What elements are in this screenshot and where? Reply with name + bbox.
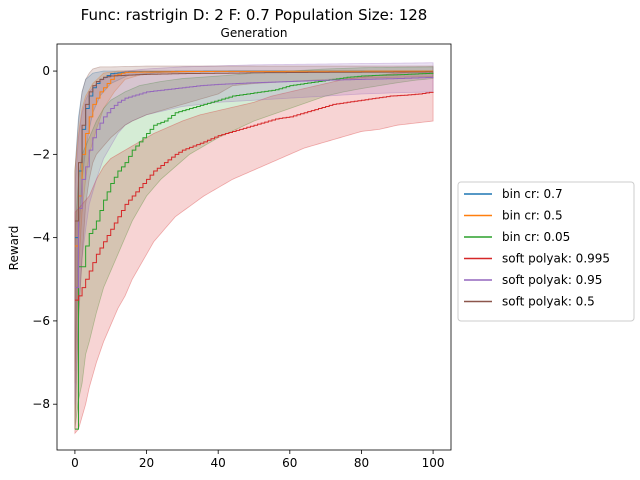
y-tick-label-3: −2 — [32, 147, 50, 161]
series-line-1 — [74, 70, 434, 247]
chart-title: Func: rastrigin D: 2 F: 0.7 Population S… — [81, 6, 428, 24]
y-tick-label-1: −6 — [32, 314, 50, 328]
series-band-2 — [74, 66, 434, 430]
series-band-5 — [74, 65, 434, 430]
series-line-2 — [74, 72, 434, 430]
legend-label-5: soft polyak: 0.5 — [502, 295, 595, 309]
x-tick-label-4: 80 — [354, 456, 369, 470]
plot-frame — [56, 43, 452, 451]
series-lines — [74, 70, 434, 430]
x-tick-label-2: 40 — [211, 456, 226, 470]
y-axis-label: Reward — [7, 226, 21, 271]
confidence-bands — [74, 62, 434, 435]
series-line-3 — [74, 91, 434, 301]
legend-label-2: bin cr: 0.05 — [502, 230, 570, 244]
legend-label-0: bin cr: 0.7 — [502, 187, 563, 201]
y-tick-label-2: −4 — [32, 231, 50, 245]
x-tick-label-0: 0 — [71, 456, 79, 470]
legend-label-4: soft polyak: 0.95 — [502, 273, 602, 287]
y-tick-label-0: −8 — [32, 397, 50, 411]
series-line-5 — [74, 71, 434, 222]
legend-label-1: bin cr: 0.5 — [502, 209, 563, 223]
y-tick-label-4: 0 — [42, 64, 50, 78]
series-line-4 — [74, 76, 434, 289]
legend: bin cr: 0.7 bin cr: 0.5 bin cr: 0.05 soft p… — [457, 181, 635, 322]
legend-box — [457, 181, 635, 322]
x-tick-label-3: 60 — [282, 456, 297, 470]
series-band-3 — [74, 70, 434, 435]
legend-label-3: soft polyak: 0.995 — [502, 252, 610, 266]
chart-subtitle: Generation — [221, 26, 288, 40]
x-tick-label-1: 20 — [139, 456, 154, 470]
x-tick-label-5: 100 — [422, 456, 445, 470]
axes: 0 20 40 60 80 100 −8 −6 −4 −2 0 — [32, 43, 452, 470]
